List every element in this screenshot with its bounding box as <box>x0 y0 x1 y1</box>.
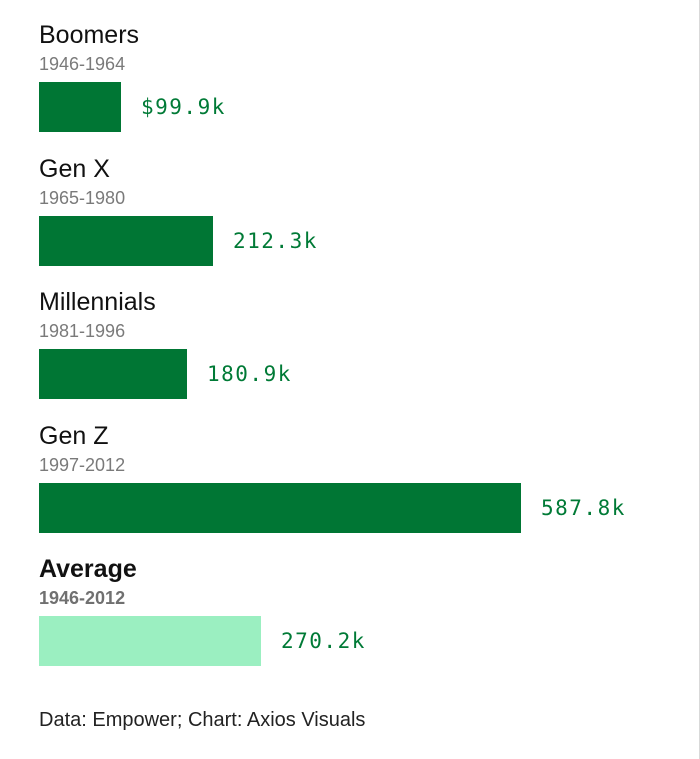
category-label: Gen X <box>39 154 110 183</box>
source-note: Data: Empower; Chart: Axios Visuals <box>39 709 366 731</box>
year-range-label: 1946-1964 <box>39 54 126 74</box>
year-range-label: 1981-1996 <box>39 321 126 341</box>
bar <box>39 215 213 266</box>
bar-group-gen-z: Gen Z 1997-2012 587.8k <box>39 421 679 533</box>
bar <box>39 349 187 399</box>
category-label: Millennials <box>39 288 156 316</box>
bar <box>39 82 121 132</box>
value-label: 180.9k <box>207 362 292 386</box>
category-label: Average <box>39 555 137 583</box>
bar-group-millennials: Millennials 1981-1996 180.9k <box>39 287 679 399</box>
category-label: Boomers <box>39 21 140 49</box>
value-label: 212.3k <box>233 228 318 253</box>
category-label: Gen Z <box>39 421 109 450</box>
year-range-label: 1997-2012 <box>39 454 126 475</box>
value-label: $99.9k <box>141 95 226 119</box>
year-range-label: 1946-2012 <box>39 588 126 608</box>
bar-group-average: Average 1946-2012 270.2k <box>39 554 679 666</box>
bar-chart: Boomers 1946-1964 $99.9k Gen X 1965-1980 212.… <box>39 20 679 666</box>
bar <box>39 482 521 533</box>
bar <box>39 616 261 666</box>
bar-group-boomers: Boomers 1946-1964 $99.9k <box>39 20 679 132</box>
bar-group-gen-x: Gen X 1965-1980 212.3k <box>39 154 679 266</box>
value-label: 270.2k <box>281 629 366 653</box>
value-label: 587.8k <box>541 495 626 520</box>
year-range-label: 1965-1980 <box>39 187 126 208</box>
